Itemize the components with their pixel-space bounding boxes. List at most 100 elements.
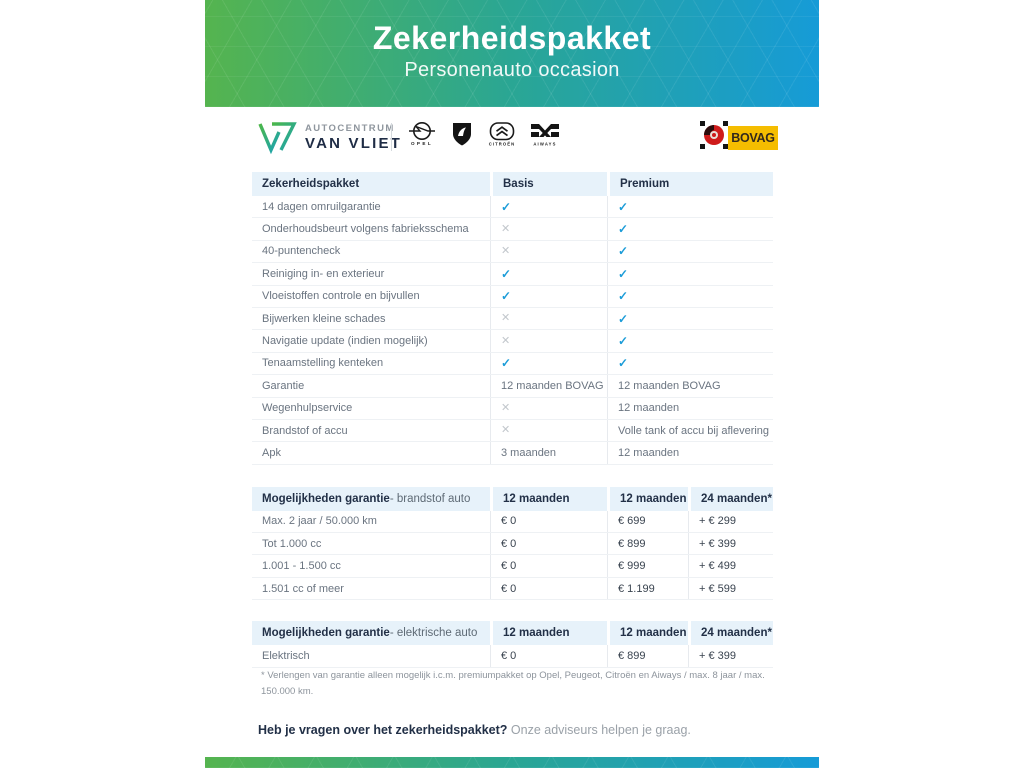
cross-icon: ✕ xyxy=(501,222,511,235)
table-row: Bijwerken kleine schades ✕ ✓ xyxy=(252,307,773,331)
column-header: 24 maanden* xyxy=(688,486,773,511)
price-24m-cell: + € 499 xyxy=(688,555,773,577)
footnote: * Verlengen van garantie alleen mogelijk… xyxy=(261,669,765,698)
table-row: Tot 1.000 cc € 0 € 899 + € 399 xyxy=(252,533,773,556)
header-banner: Zekerheidspakket Personenauto occasion xyxy=(205,0,819,107)
check-icon: ✓ xyxy=(618,222,629,237)
citroen-logo-icon: CITROËN xyxy=(487,121,517,154)
price-12m-cell: € 0 xyxy=(490,555,607,577)
check-icon: ✓ xyxy=(618,244,629,259)
check-icon: ✓ xyxy=(618,266,629,281)
table-row: Navigatie update (indien mogelijk) ✕ ✓ xyxy=(252,330,773,353)
column-header-premium: Premium xyxy=(607,172,773,196)
column-header: 12 maanden xyxy=(490,486,607,511)
electric-table-body: Elektrisch € 0 € 899 + € 399 xyxy=(252,645,773,668)
basis-cell: ✕ xyxy=(490,397,607,419)
row-label: Tot 1.000 cc xyxy=(262,537,322,550)
premium-cell: Volle tank of accu bij aflevering xyxy=(607,419,773,442)
opel-logo-icon: OPEL xyxy=(407,121,437,154)
price-24m-cell: + € 399 xyxy=(688,645,773,667)
premium-cell: 12 maanden BOVAG xyxy=(607,375,773,397)
row-label: Wegenhulpservice xyxy=(262,402,353,415)
price-12m-cell: € 1.199 xyxy=(607,577,688,600)
basis-cell: ✕ xyxy=(490,240,607,263)
cross-icon: ✕ xyxy=(501,312,511,325)
row-label: Brandstof of accu xyxy=(262,424,348,437)
basis-cell: 3 maanden xyxy=(490,442,607,464)
cross-icon: ✕ xyxy=(501,334,511,347)
basis-cell: ✕ xyxy=(490,419,607,442)
footer-question: Heb je vragen over het zekerheidspakket?… xyxy=(258,722,691,737)
price-12m-cell: € 0 xyxy=(490,645,607,667)
column-header: 24 maanden* xyxy=(688,621,773,646)
cross-icon: ✕ xyxy=(501,401,511,414)
row-label: Bijwerken kleine schades xyxy=(262,312,386,325)
basis-cell: ✓ xyxy=(490,263,607,285)
price-12m-cell: € 999 xyxy=(607,555,688,577)
check-icon: ✓ xyxy=(501,356,512,371)
brand-logos: OPEL CITROËN xyxy=(407,121,560,154)
dealer-name-top: AUTOCENTRUM xyxy=(305,123,395,135)
price-12m-cell: € 0 xyxy=(490,577,607,600)
svg-text:CITROËN: CITROËN xyxy=(489,142,516,147)
price-24m-cell: + € 599 xyxy=(688,577,773,600)
row-label: 14 dagen omruilgarantie xyxy=(262,200,381,213)
cross-icon: ✕ xyxy=(501,244,511,257)
row-label: Tenaamstelling kenteken xyxy=(262,357,384,370)
page-subtitle: Personenauto occasion xyxy=(404,59,620,81)
premium-cell: ✓ xyxy=(607,307,773,330)
check-icon: ✓ xyxy=(618,334,629,349)
svg-text:AIWAYS: AIWAYS xyxy=(533,142,556,147)
footer-banner xyxy=(205,757,819,768)
column-header: 12 maanden xyxy=(607,486,688,511)
bovag-logo: BOVAG xyxy=(700,121,778,154)
basis-cell: ✕ xyxy=(490,218,607,240)
premium-cell: ✓ xyxy=(607,218,773,240)
tables-area: Zekerheidspakket Basis Premium 14 dagen … xyxy=(252,172,773,668)
basis-cell: ✕ xyxy=(490,330,607,352)
table-row: 14 dagen omruilgarantie ✓ ✓ xyxy=(252,196,773,219)
row-label: Garantie xyxy=(262,379,305,392)
row-label: Vloeistoffen controle en bijvullen xyxy=(262,290,420,303)
column-header: 12 maanden xyxy=(607,621,688,646)
price-12m-cell: € 0 xyxy=(490,510,607,533)
row-label: 1.501 cc of meer xyxy=(262,582,344,595)
table-row: 1.001 - 1.500 cc € 0 € 999 + € 499 xyxy=(252,555,773,578)
premium-cell: ✓ xyxy=(607,263,773,285)
electric-table-title: Mogelijkheden garantie - elektrische aut… xyxy=(262,627,478,640)
premium-cell: ✓ xyxy=(607,352,773,375)
logo-divider xyxy=(391,123,392,151)
premium-cell: ✓ xyxy=(607,330,773,352)
row-label: 40-puntencheck xyxy=(262,245,341,258)
column-header: Zekerheidspakket xyxy=(262,178,360,190)
row-label: Navigatie update (indien mogelijk) xyxy=(262,335,428,348)
column-header: 12 maanden xyxy=(490,621,607,646)
table-row: Apk 3 maanden 12 maanden xyxy=(252,442,773,465)
table-row: 40-puntencheck ✕ ✓ xyxy=(252,240,773,264)
row-label: Reiniging in- en exterieur xyxy=(262,267,385,280)
table-row: Tenaamstelling kenteken ✓ ✓ xyxy=(252,352,773,376)
bovag-wordmark: BOVAG xyxy=(728,125,778,150)
fuel-table-title: Mogelijkheden garantie - brandstof auto xyxy=(262,492,471,505)
check-icon: ✓ xyxy=(618,289,629,304)
table-row: 1.501 cc of meer € 0 € 1.199 + € 599 xyxy=(252,577,773,601)
premium-cell: ✓ xyxy=(607,285,773,307)
table-row: Onderhoudsbeurt volgens fabrieksschema ✕ ✓ xyxy=(252,218,773,241)
row-label: 1.001 - 1.500 cc xyxy=(262,560,341,573)
row-label: Max. 2 jaar / 50.000 km xyxy=(262,515,377,528)
price-12m-cell: € 699 xyxy=(607,510,688,533)
premium-cell: 12 maanden xyxy=(607,397,773,419)
table-row: Brandstof of accu ✕ Volle tank of accu bij… xyxy=(252,419,773,443)
table-row: Reiniging in- en exterieur ✓ ✓ xyxy=(252,263,773,286)
table-row: Elektrisch € 0 € 899 + € 399 xyxy=(252,645,773,668)
premium-cell: ✓ xyxy=(607,240,773,263)
basis-cell: ✓ xyxy=(490,285,607,307)
electric-table-header: Mogelijkheden garantie - elektrische aut… xyxy=(252,621,773,646)
fuel-table-header: Mogelijkheden garantie - brandstof auto … xyxy=(252,486,773,511)
basis-cell: ✓ xyxy=(490,196,607,218)
package-table: Zekerheidspakket Basis Premium 14 dagen … xyxy=(252,172,773,465)
column-header-basis: Basis xyxy=(490,172,607,196)
row-label: Apk xyxy=(262,446,281,459)
peugeot-logo-icon xyxy=(450,121,474,154)
table-row: Vloeistoffen controle en bijvullen ✓ ✓ xyxy=(252,285,773,308)
